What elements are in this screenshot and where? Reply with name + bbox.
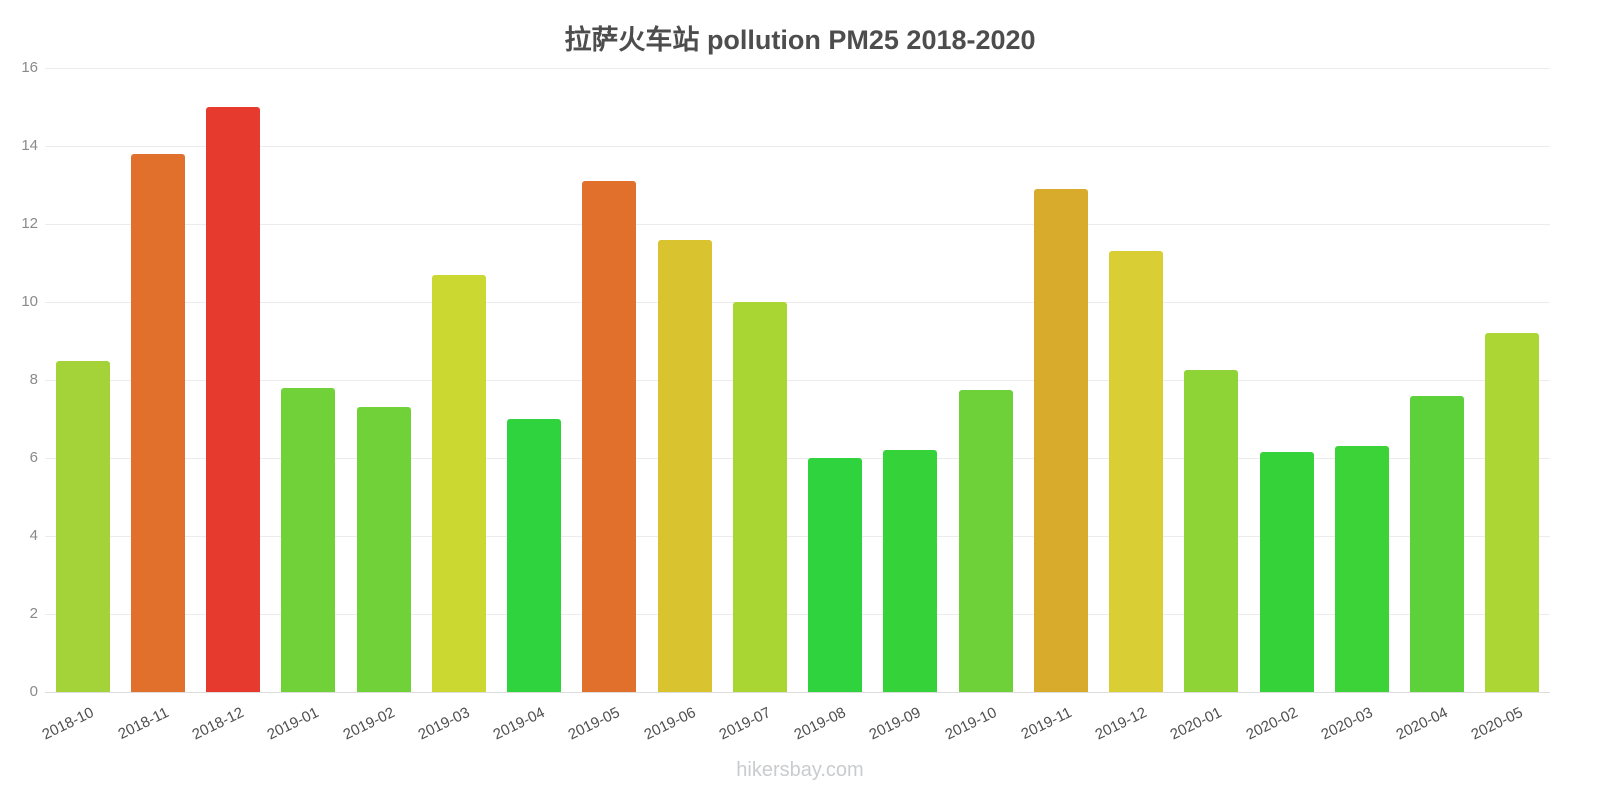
gridline-8: [45, 380, 1550, 381]
x-axis-label-2019-04: 2019-04: [490, 704, 548, 744]
gridline-16: [45, 68, 1550, 69]
footer-watermark: hikersbay.com: [736, 759, 864, 781]
gridline-14: [45, 146, 1550, 147]
x-axis-label-2019-05: 2019-05: [565, 704, 623, 744]
plot-area: [45, 68, 1550, 693]
y-tick-label-14: 14: [21, 137, 38, 154]
x-axis-label-2019-08: 2019-08: [791, 704, 849, 744]
bar-2019-05: [582, 181, 637, 692]
bar-2018-11: [130, 153, 185, 692]
gridline-10: [45, 302, 1550, 303]
bar-2018-12: [206, 107, 261, 692]
gridline-0: [45, 692, 1550, 693]
y-tick-label-2: 2: [29, 605, 38, 622]
gridline-2: [45, 614, 1550, 615]
x-axis-label-2020-03: 2020-03: [1318, 704, 1376, 744]
x-axis-label-2018-12: 2018-12: [189, 704, 247, 744]
gridline-4: [45, 536, 1550, 537]
bar-2019-10: [958, 389, 1013, 692]
bar-2018-10: [55, 360, 110, 692]
x-axis-label-2018-11: 2018-11: [115, 704, 172, 743]
x-axis-label-2019-02: 2019-02: [340, 704, 398, 744]
x-axis-label-2018-10: 2018-10: [39, 704, 97, 744]
y-tick-label-10: 10: [21, 293, 38, 310]
gridline-6: [45, 458, 1550, 459]
x-axis-label-2019-06: 2019-06: [641, 704, 699, 744]
y-tick-label-16: 16: [21, 59, 38, 76]
bar-2019-04: [507, 419, 562, 692]
bar-2019-07: [732, 302, 787, 692]
bar-2019-01: [281, 387, 336, 692]
y-tick-label-8: 8: [29, 371, 38, 388]
bar-2020-01: [1184, 370, 1239, 692]
x-axis-label-2019-09: 2019-09: [866, 704, 924, 744]
bar-2020-03: [1334, 446, 1389, 692]
x-axis-label-2019-01: 2019-01: [264, 704, 322, 744]
x-axis-label-2020-04: 2020-04: [1393, 704, 1451, 744]
x-axis-label-2019-03: 2019-03: [415, 704, 473, 744]
bar-2020-05: [1485, 333, 1540, 692]
bar-2019-12: [1109, 251, 1164, 692]
x-axis-label-2019-10: 2019-10: [942, 704, 1000, 744]
gridline-12: [45, 224, 1550, 225]
bar-2020-02: [1259, 452, 1314, 692]
y-tick-label-12: 12: [21, 215, 38, 232]
bar-2020-04: [1410, 395, 1465, 692]
bar-2019-09: [883, 450, 938, 692]
bar-2019-08: [808, 458, 863, 692]
x-axis-label-2019-12: 2019-12: [1092, 704, 1150, 744]
bar-2019-03: [431, 274, 486, 692]
bar-2019-02: [356, 407, 411, 692]
y-tick-label-4: 4: [29, 527, 38, 544]
x-axis-label-2019-11: 2019-11: [1018, 704, 1075, 743]
x-axis-label-2019-07: 2019-07: [716, 704, 774, 744]
x-axis-label-2020-02: 2020-02: [1243, 704, 1301, 744]
x-axis-label-2020-01: 2020-01: [1167, 704, 1225, 744]
y-tick-label-6: 6: [29, 449, 38, 466]
chart-title: 拉萨火车站 pollution PM25 2018-2020: [564, 25, 1036, 55]
y-tick-label-0: 0: [29, 683, 38, 700]
bar-2019-11: [1033, 188, 1088, 692]
bar-2019-06: [657, 239, 712, 692]
x-axis-label-2020-05: 2020-05: [1468, 704, 1526, 744]
